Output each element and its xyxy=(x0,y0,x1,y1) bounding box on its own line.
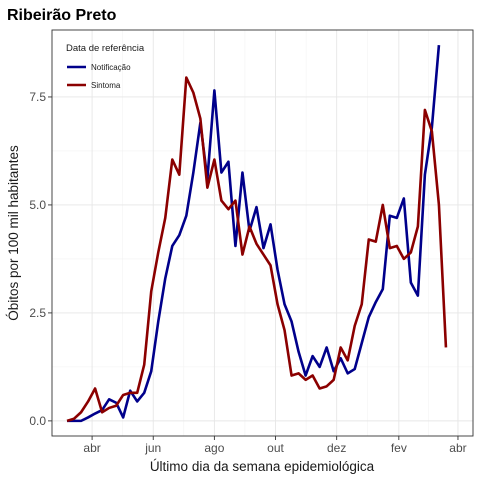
axes: 0.0 2.5 5.0 7.5 abr jun ago out dez fev abr xyxy=(29,90,466,455)
legend-label-sintoma: Sintoma xyxy=(91,81,121,90)
x-tick-label: fev xyxy=(391,441,407,455)
x-tick-label: jun xyxy=(144,441,161,455)
series-line-notificacao xyxy=(67,45,441,423)
x-tick-label: dez xyxy=(327,441,346,455)
legend: Data de referência Notificação Sintoma xyxy=(66,43,145,90)
y-tick-label: 5.0 xyxy=(29,198,46,212)
legend-title: Data de referência xyxy=(66,43,145,54)
chart-title: Ribeirão Preto xyxy=(7,7,117,24)
y-tick-label: 0.0 xyxy=(29,414,46,428)
plot-panel xyxy=(52,30,473,436)
legend-label-notificacao: Notificação xyxy=(91,63,131,72)
y-tick-label: 2.5 xyxy=(29,306,46,320)
x-tick-label: abr xyxy=(449,441,466,455)
series-lines xyxy=(66,45,448,423)
grid-lines xyxy=(52,30,473,436)
x-tick-label: ago xyxy=(204,441,224,455)
y-tick-label: 7.5 xyxy=(29,90,46,104)
series-line-sintoma xyxy=(66,76,448,423)
plot-border xyxy=(51,29,474,437)
x-tick-label: out xyxy=(267,441,284,455)
x-axis-title: Último dia da semana epidemiológica xyxy=(150,459,375,474)
y-axis-title: Óbitos por 100 mil habitantes xyxy=(6,145,21,321)
x-tick-label: abr xyxy=(83,441,100,455)
